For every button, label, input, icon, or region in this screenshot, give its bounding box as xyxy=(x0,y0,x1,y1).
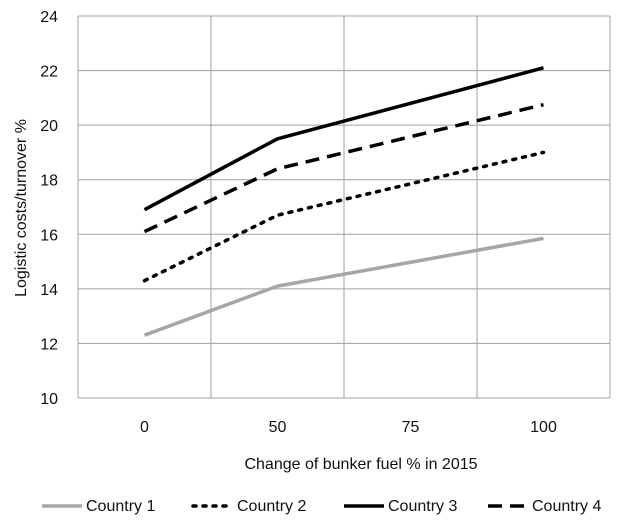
series-line-country-3 xyxy=(143,66,544,212)
series-line-country-4 xyxy=(143,102,544,234)
y-tick-label: 20 xyxy=(40,118,58,135)
legend-label: Country 4 xyxy=(532,498,601,515)
legend: Country 1 Country 2 Country 3 Country 4 xyxy=(42,498,601,515)
legend-label: Country 2 xyxy=(237,498,306,515)
y-axis-label: Logistic costs/turnover % xyxy=(13,119,30,297)
x-tick-label: 75 xyxy=(402,419,420,436)
x-axis-ticks: 0 50 75 100 xyxy=(140,419,557,436)
legend-label: Country 1 xyxy=(86,498,155,515)
y-axis-ticks: 10 12 14 16 18 20 22 24 xyxy=(40,9,58,408)
x-tick-label: 100 xyxy=(530,419,557,436)
y-tick-label: 24 xyxy=(40,9,58,26)
grid xyxy=(77,15,611,399)
x-axis-label: Change of bunker fuel % in 2015 xyxy=(244,456,477,473)
y-tick-label: 16 xyxy=(40,227,58,244)
series-line-country-2 xyxy=(142,150,546,283)
y-tick-label: 14 xyxy=(40,282,58,299)
series-line-country-1 xyxy=(143,236,544,337)
y-tick-label: 10 xyxy=(40,391,58,408)
y-tick-label: 22 xyxy=(40,64,58,81)
y-tick-label: 18 xyxy=(40,173,58,190)
legend-label: Country 3 xyxy=(388,498,457,515)
x-tick-label: 0 xyxy=(140,419,149,436)
series-group xyxy=(142,66,546,337)
x-tick-label: 50 xyxy=(269,419,287,436)
y-tick-label: 12 xyxy=(40,336,58,353)
